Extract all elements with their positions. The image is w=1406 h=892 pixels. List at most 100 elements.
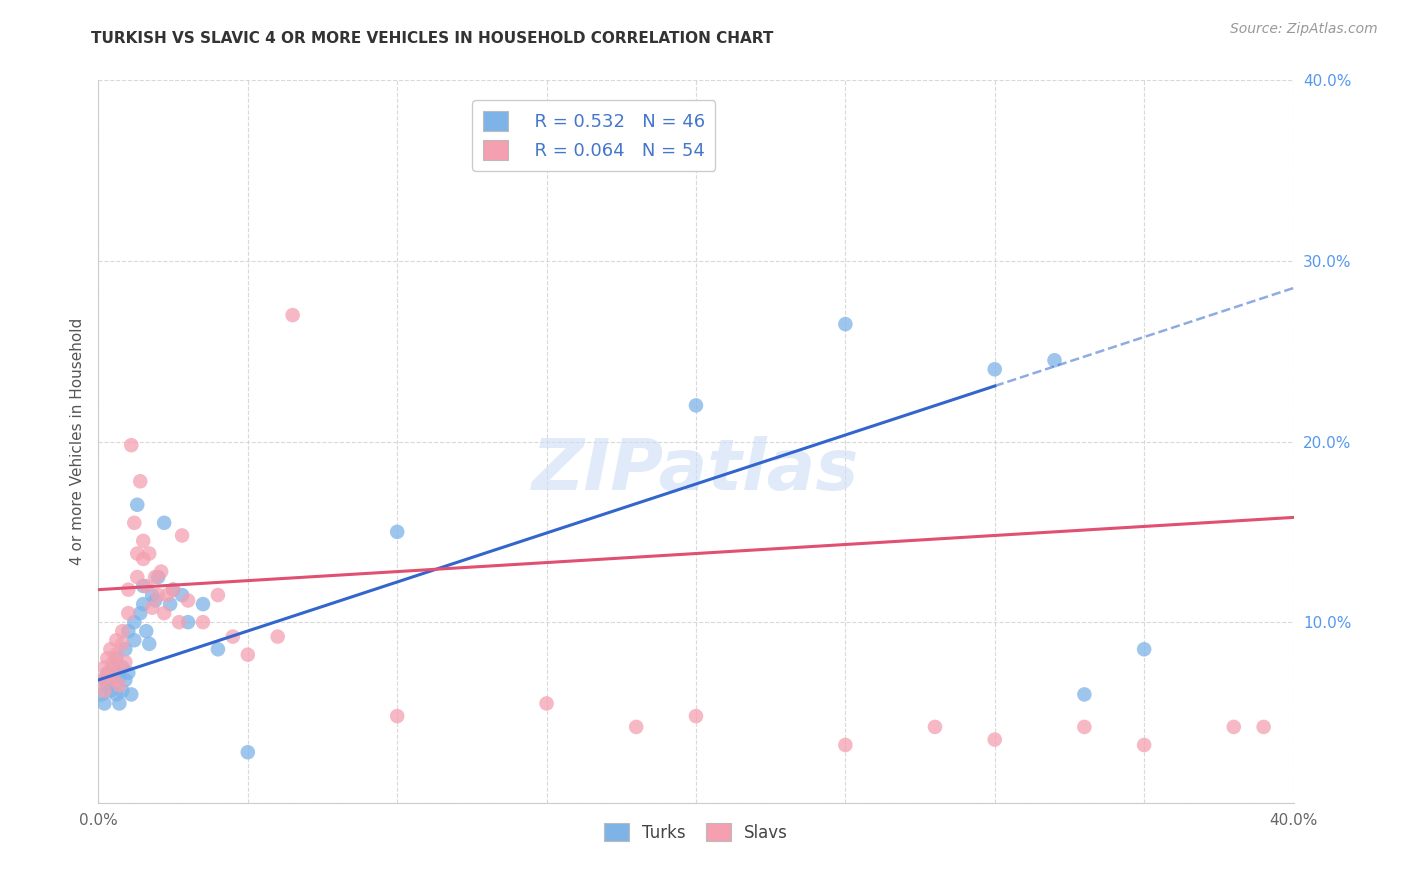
Point [93, 673, 115, 687]
Point [124, 615, 146, 630]
Point [114, 673, 136, 687]
Point [1133, 738, 1156, 752]
Point [148, 588, 170, 602]
Point [148, 570, 170, 584]
Point [129, 606, 152, 620]
Point [685, 709, 707, 723]
Point [124, 516, 146, 530]
Point [132, 597, 155, 611]
Point [98, 665, 122, 680]
Point [267, 630, 290, 644]
Point [93, 660, 115, 674]
Legend: Turks, Slavs: Turks, Slavs [598, 817, 794, 848]
Point [236, 648, 259, 662]
Point [834, 738, 856, 752]
Text: TURKISH VS SLAVIC 4 OR MORE VEHICLES IN HOUSEHOLD CORRELATION CHART: TURKISH VS SLAVIC 4 OR MORE VEHICLES IN … [91, 31, 773, 46]
Text: ZIPatlas: ZIPatlas [533, 436, 859, 505]
Point [96, 665, 118, 680]
Point [114, 655, 136, 669]
Point [132, 552, 155, 566]
Point [132, 579, 155, 593]
Point [143, 570, 166, 584]
Point [138, 547, 160, 561]
Point [281, 308, 304, 322]
Point [135, 624, 157, 639]
Point [129, 475, 152, 489]
Point [111, 624, 134, 639]
Point [96, 669, 118, 683]
Point [117, 606, 139, 620]
Point [222, 630, 245, 644]
Point [127, 570, 149, 584]
Point [177, 593, 200, 607]
Point [132, 533, 155, 548]
Point [1073, 720, 1095, 734]
Point [834, 317, 856, 331]
Point [207, 642, 229, 657]
Point [93, 683, 115, 698]
Point [159, 597, 181, 611]
Point [108, 697, 131, 711]
Point [120, 687, 142, 701]
Point [385, 709, 409, 723]
Point [124, 633, 146, 648]
Point [90, 673, 112, 687]
Point [984, 732, 1007, 747]
Point [150, 565, 173, 579]
Text: Source: ZipAtlas.com: Source: ZipAtlas.com [1230, 22, 1378, 37]
Point [162, 582, 184, 597]
Point [117, 582, 139, 597]
Point [236, 745, 259, 759]
Point [103, 655, 125, 669]
Point [156, 588, 179, 602]
Point [98, 669, 122, 683]
Point [98, 683, 122, 698]
Point [177, 615, 200, 630]
Point [153, 516, 176, 530]
Point [135, 579, 157, 593]
Point [117, 665, 139, 680]
Point [96, 651, 118, 665]
Point [162, 582, 184, 597]
Point [108, 678, 131, 692]
Point [685, 398, 707, 412]
Point [111, 683, 134, 698]
Point [117, 624, 139, 639]
Point [105, 687, 128, 701]
Point [111, 637, 134, 651]
Point [1043, 353, 1066, 368]
Point [1223, 720, 1246, 734]
Point [120, 438, 142, 452]
Point [103, 673, 125, 687]
Point [172, 588, 194, 602]
Point [105, 633, 128, 648]
Point [143, 593, 166, 607]
Point [96, 678, 118, 692]
Point [111, 660, 134, 674]
Point [984, 362, 1007, 376]
Point [536, 697, 558, 711]
Point [141, 600, 163, 615]
Point [127, 547, 149, 561]
Point [98, 642, 122, 657]
Point [153, 606, 176, 620]
Point [103, 673, 125, 687]
Point [141, 588, 163, 602]
Point [108, 660, 131, 674]
Point [385, 524, 409, 539]
Point [105, 651, 128, 665]
Point [90, 687, 112, 701]
Point [626, 720, 648, 734]
Y-axis label: 4 or more Vehicles in Household: 4 or more Vehicles in Household [69, 318, 84, 566]
Point [105, 648, 128, 662]
Point [127, 498, 149, 512]
Point [103, 660, 125, 674]
Point [1133, 642, 1156, 657]
Point [207, 588, 229, 602]
Point [191, 615, 214, 630]
Point [167, 615, 190, 630]
Point [93, 697, 115, 711]
Point [191, 597, 214, 611]
Point [108, 669, 131, 683]
Point [114, 642, 136, 657]
